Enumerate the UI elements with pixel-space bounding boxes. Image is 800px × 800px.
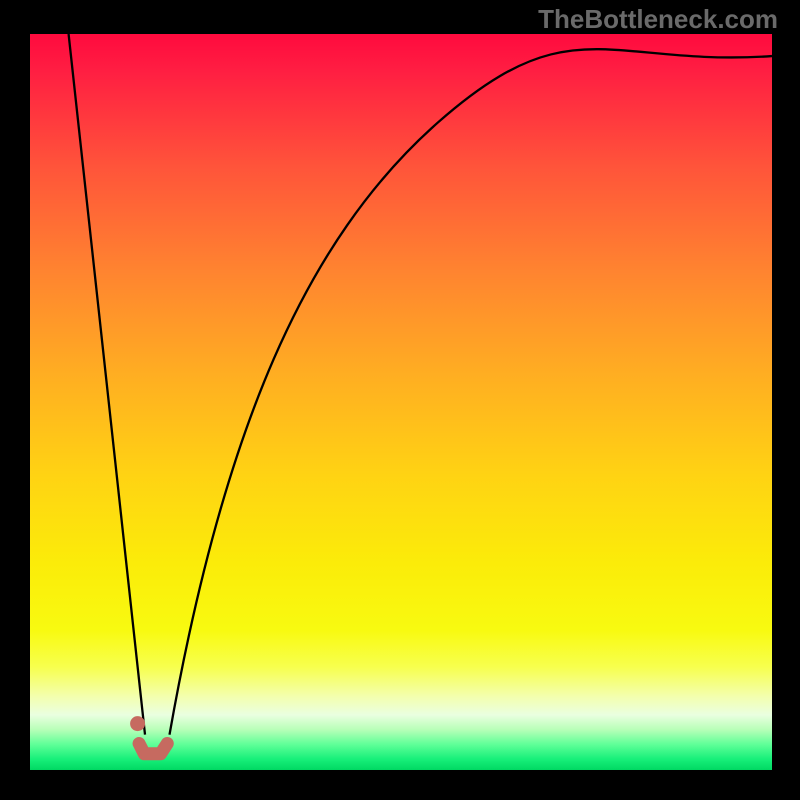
- optimal-point-marker: [131, 717, 145, 731]
- curve-left-branch: [69, 34, 145, 735]
- curve-right-branch: [169, 49, 772, 735]
- plot-area: [30, 34, 772, 770]
- plot-svg: [30, 34, 772, 770]
- watermark-text: TheBottleneck.com: [538, 4, 778, 35]
- optimal-range-segment: [139, 744, 167, 754]
